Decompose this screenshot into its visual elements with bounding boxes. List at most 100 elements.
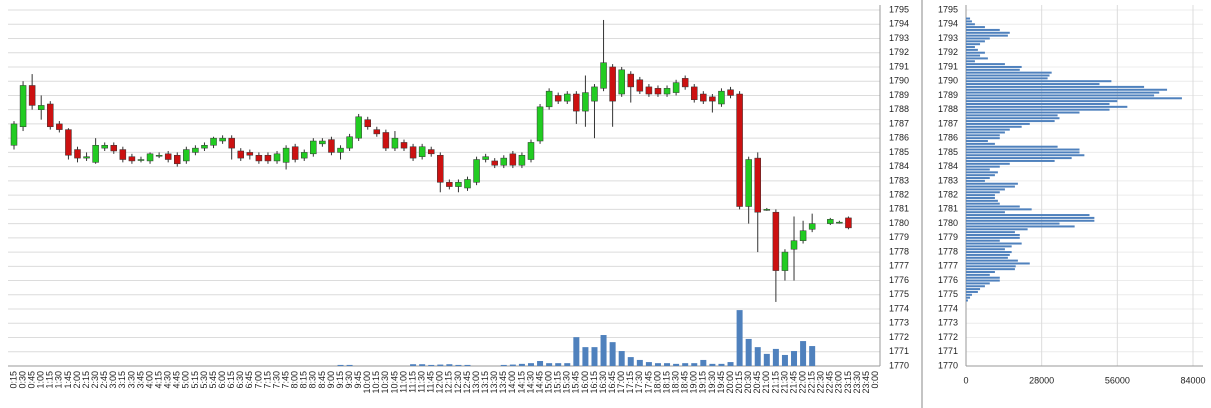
x-tick-label: 15:15	[553, 371, 563, 394]
x-tick-label: 7:30	[271, 371, 281, 389]
y-tick-label: 1773	[938, 318, 958, 328]
candle-body	[827, 219, 834, 224]
candle-body	[482, 156, 489, 160]
volume-bar	[636, 359, 643, 366]
x-tick-label: 8:15	[299, 371, 309, 389]
candle-body	[663, 88, 671, 95]
volume-bar	[664, 363, 671, 366]
bar	[966, 128, 1010, 131]
bar	[966, 48, 978, 51]
bar	[966, 151, 1080, 154]
candle-body	[718, 90, 725, 105]
volume-bar	[618, 351, 625, 366]
x-tick-label: 16:15	[589, 371, 599, 394]
y-tick-label: 1778	[938, 246, 958, 256]
x-tick-label: 19:00	[689, 371, 699, 394]
x-tick-label: 12:45	[462, 371, 472, 394]
x-tick-label: 0:00	[870, 371, 880, 389]
y-tick-label: 1786	[889, 133, 909, 143]
bar	[966, 37, 990, 40]
x-tick-label: 6:15	[226, 371, 236, 389]
bar	[966, 83, 1100, 86]
x-tick-label: 4:15	[153, 371, 163, 389]
bar	[966, 248, 1005, 251]
y-tick-label: 1788	[889, 104, 909, 114]
volume-bar	[582, 347, 589, 366]
y-tick-label: 1784	[938, 161, 958, 171]
candle-body	[310, 140, 317, 155]
x-tick-label: 10:45	[389, 371, 399, 394]
bar	[966, 20, 972, 23]
bar	[966, 17, 971, 20]
bar	[966, 154, 1085, 157]
x-tick-label: 0	[963, 375, 968, 385]
candle-body	[273, 153, 281, 162]
candle-body	[427, 149, 435, 155]
bar	[966, 54, 981, 57]
candle-body	[700, 93, 707, 102]
x-tick-label: 4:30	[163, 371, 173, 389]
bar	[966, 131, 1005, 134]
volume-bar	[736, 310, 743, 366]
y-tick-label: 1773	[889, 318, 909, 328]
candle-body	[282, 147, 290, 163]
bar	[966, 105, 1128, 108]
volume-bar	[446, 364, 453, 366]
candle-body	[491, 160, 498, 166]
volume-bar	[700, 359, 707, 366]
x-tick-label: 0:15	[8, 371, 18, 389]
volume-bar	[555, 363, 562, 366]
x-tick-label: 16:45	[607, 371, 617, 394]
bar	[966, 271, 995, 274]
bar	[966, 111, 1080, 114]
x-tick-label: 2:30	[90, 371, 100, 389]
bar	[966, 114, 1058, 117]
candle-body	[836, 221, 843, 224]
x-tick-label: 21:45	[788, 371, 798, 394]
bar	[966, 285, 985, 288]
x-tick-label: 14:15	[516, 371, 526, 394]
y-tick-label: 1790	[889, 76, 909, 86]
volume-bar	[346, 364, 353, 366]
x-tick-label: 12:00	[435, 371, 445, 394]
x-tick-label: 18:15	[661, 371, 671, 394]
volume-bar	[645, 362, 652, 366]
bar	[966, 179, 985, 182]
candle-body	[155, 154, 163, 157]
y-tick-label: 1777	[889, 261, 909, 271]
x-tick-label: 8:45	[317, 371, 327, 389]
y-tick-label: 1772	[938, 332, 958, 342]
y-tick-label: 1795	[938, 4, 958, 14]
candle-body	[264, 154, 272, 162]
x-tick-label: 13:30	[489, 371, 499, 394]
x-tick-label: 10:00	[362, 371, 372, 394]
candle-body	[56, 123, 63, 130]
volume-bar	[518, 363, 525, 366]
bar	[966, 65, 1022, 68]
x-tick-label: 6:45	[244, 371, 254, 389]
bar	[966, 174, 995, 177]
y-tick-label: 1770	[889, 360, 909, 370]
bar	[966, 140, 988, 143]
candle-body	[210, 137, 217, 146]
bar	[966, 182, 1018, 185]
bar	[966, 279, 1000, 282]
candle-body	[573, 93, 580, 112]
x-tick-label: 7:00	[253, 371, 263, 389]
x-tick-label: 9:00	[326, 371, 336, 389]
x-tick-label: 3:00	[108, 371, 118, 389]
bar	[966, 202, 1000, 205]
bar	[966, 117, 1060, 120]
candle-body	[709, 96, 716, 102]
x-tick-label: 11:15	[407, 371, 417, 393]
candle-body	[554, 95, 562, 102]
x-tick-label: 17:00	[616, 371, 626, 394]
bar	[966, 34, 1008, 37]
bar	[966, 108, 1110, 111]
bar	[966, 168, 990, 171]
bar	[966, 245, 1012, 248]
candle-body	[545, 90, 553, 108]
volume-bar	[573, 337, 580, 366]
volume-bar	[709, 363, 716, 366]
candle-body	[464, 179, 471, 189]
